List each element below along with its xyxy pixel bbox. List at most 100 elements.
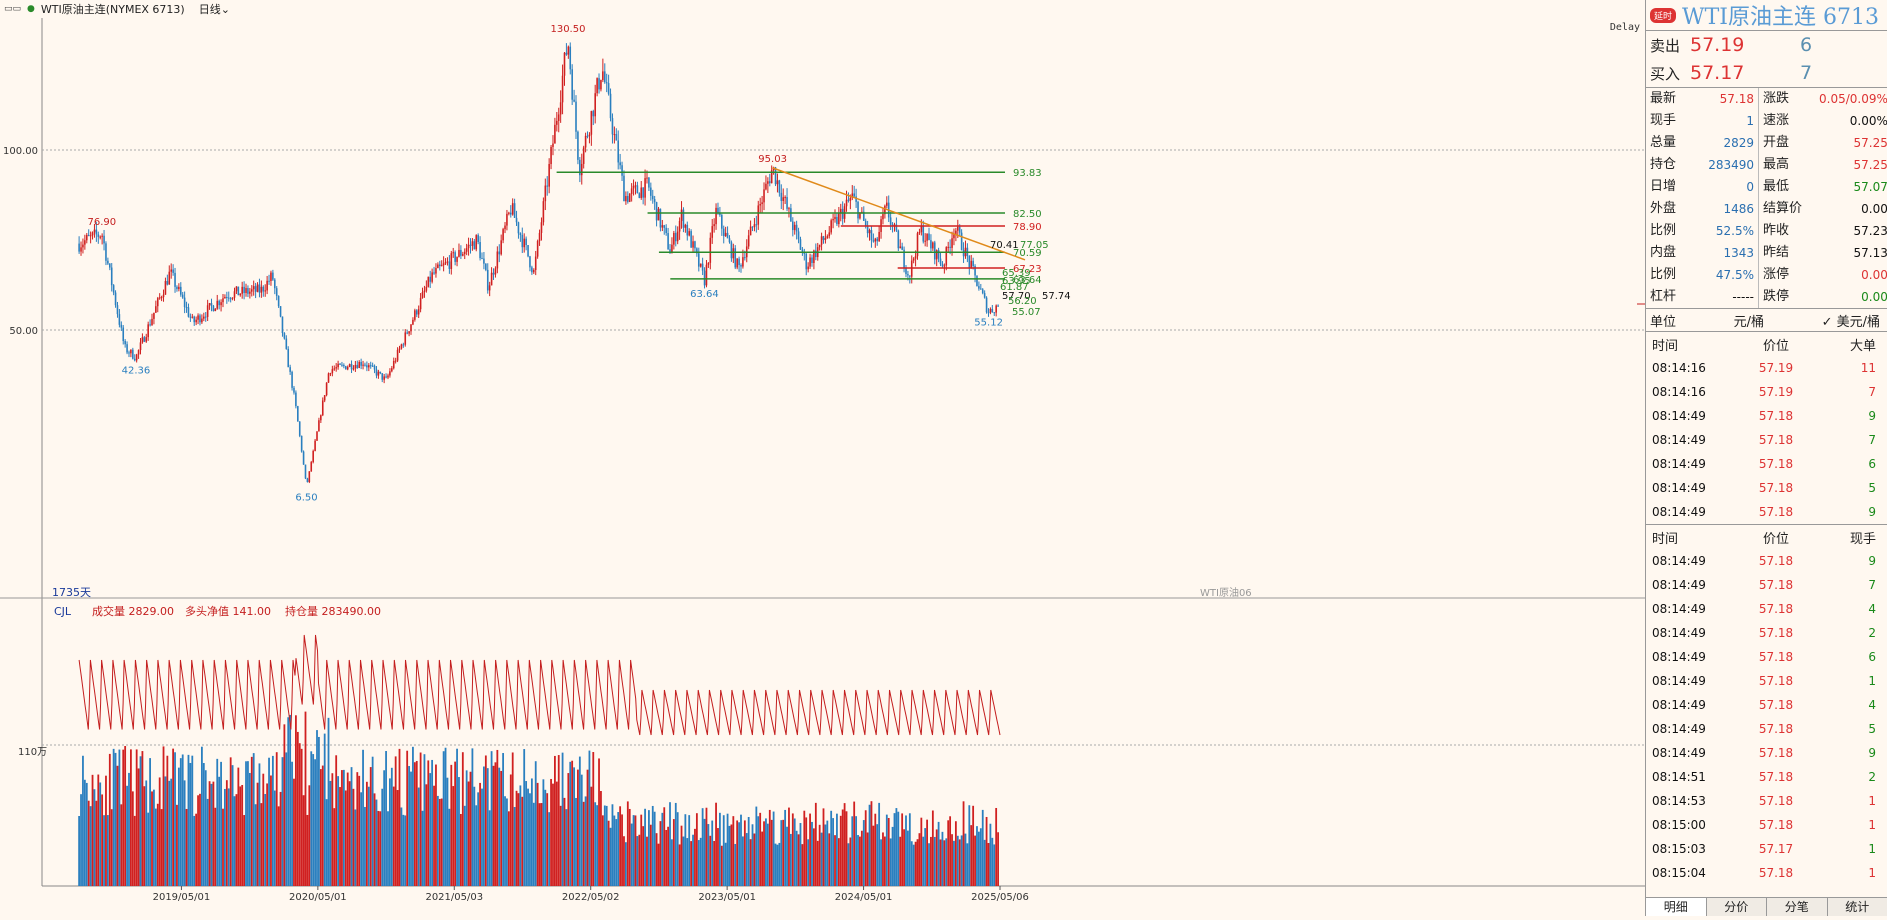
bid-row[interactable]: 买入 57.17 7	[1646, 59, 1887, 87]
candle-body	[443, 263, 445, 265]
candle-body	[804, 253, 806, 254]
cell-price: 57.19	[1741, 385, 1811, 399]
cell-price: 57.18	[1741, 505, 1811, 519]
period-select[interactable]: 日线⌄	[199, 1, 230, 17]
volume-bar	[354, 809, 356, 886]
candle-body	[403, 344, 405, 345]
volume-bar	[197, 795, 199, 886]
volume-bar	[362, 750, 364, 886]
candle-body	[602, 71, 604, 80]
ask-row[interactable]: 卖出 57.19 6	[1646, 31, 1887, 59]
volume-bar	[613, 816, 615, 886]
volume-bar	[744, 820, 746, 886]
stat-label: 最高	[1759, 154, 1819, 176]
volume-bar	[665, 830, 667, 886]
volume-bar	[510, 774, 512, 886]
x-tick-label: 2019/05/01	[153, 892, 211, 903]
candle-body	[805, 254, 807, 269]
volume-bar	[652, 806, 654, 886]
window-controls-icon[interactable]: ▭▭	[4, 4, 21, 14]
candle-body	[708, 263, 710, 265]
volume-bar	[690, 841, 692, 886]
unit-option-usd[interactable]: ✓ 美元/桶	[1822, 311, 1880, 330]
candle-body	[157, 298, 159, 306]
candle-body	[869, 230, 871, 233]
price-extreme-label: 63.64	[690, 289, 719, 300]
candle-body	[178, 287, 180, 289]
cell-time: 08:15:03	[1646, 842, 1741, 856]
candle-body	[207, 305, 209, 317]
volume-bar	[379, 811, 381, 886]
volume-bar	[702, 808, 704, 886]
volume-bar	[684, 814, 686, 886]
volume-bar	[959, 839, 961, 886]
cell-time: 08:14:49	[1646, 554, 1741, 568]
price-extreme-label: 130.50	[550, 24, 585, 35]
unit-option-yuan[interactable]: 元/桶	[1734, 311, 1764, 330]
candle-body	[548, 164, 550, 187]
indicator-name[interactable]: CJL	[54, 605, 72, 618]
volume-bar	[704, 819, 706, 886]
volume-bar	[495, 762, 497, 886]
candle-body	[644, 178, 646, 198]
candle-body	[345, 366, 347, 369]
cell-time: 08:14:49	[1646, 602, 1741, 616]
volume-bar	[410, 772, 412, 886]
cell-qty: 1	[1811, 674, 1887, 688]
x-tick-label: 2024/05/01	[835, 892, 893, 903]
candle-body	[821, 236, 823, 244]
stat-label: 总量	[1646, 132, 1706, 154]
cell-time: 08:15:00	[1646, 818, 1741, 832]
volume-bar	[525, 781, 527, 886]
candle-body	[510, 213, 512, 215]
candle-body	[882, 214, 884, 219]
volume-bar	[462, 752, 464, 886]
volume-bar	[435, 765, 437, 886]
candle-body	[163, 295, 165, 297]
volume-bar	[993, 844, 995, 886]
tab-tick[interactable]: 分笔	[1767, 898, 1828, 916]
candle-body	[109, 264, 111, 268]
candle-body	[130, 350, 132, 354]
candle-body	[679, 221, 681, 232]
tab-price[interactable]: 分价	[1707, 898, 1768, 916]
volume-bar	[798, 834, 800, 886]
candle-body	[374, 366, 376, 370]
volume-bar	[485, 755, 487, 886]
tab-detail[interactable]: 明细	[1646, 898, 1707, 916]
candle-body	[427, 277, 429, 287]
volume-bar	[184, 780, 186, 886]
candle-body	[92, 232, 94, 235]
candle-body	[234, 291, 236, 297]
volume-bar	[986, 817, 988, 886]
volume-bar	[832, 818, 834, 886]
candle-body	[625, 196, 627, 201]
candle-body	[422, 292, 424, 298]
candle-body	[378, 372, 380, 376]
tab-stats[interactable]: 统计	[1828, 898, 1887, 916]
